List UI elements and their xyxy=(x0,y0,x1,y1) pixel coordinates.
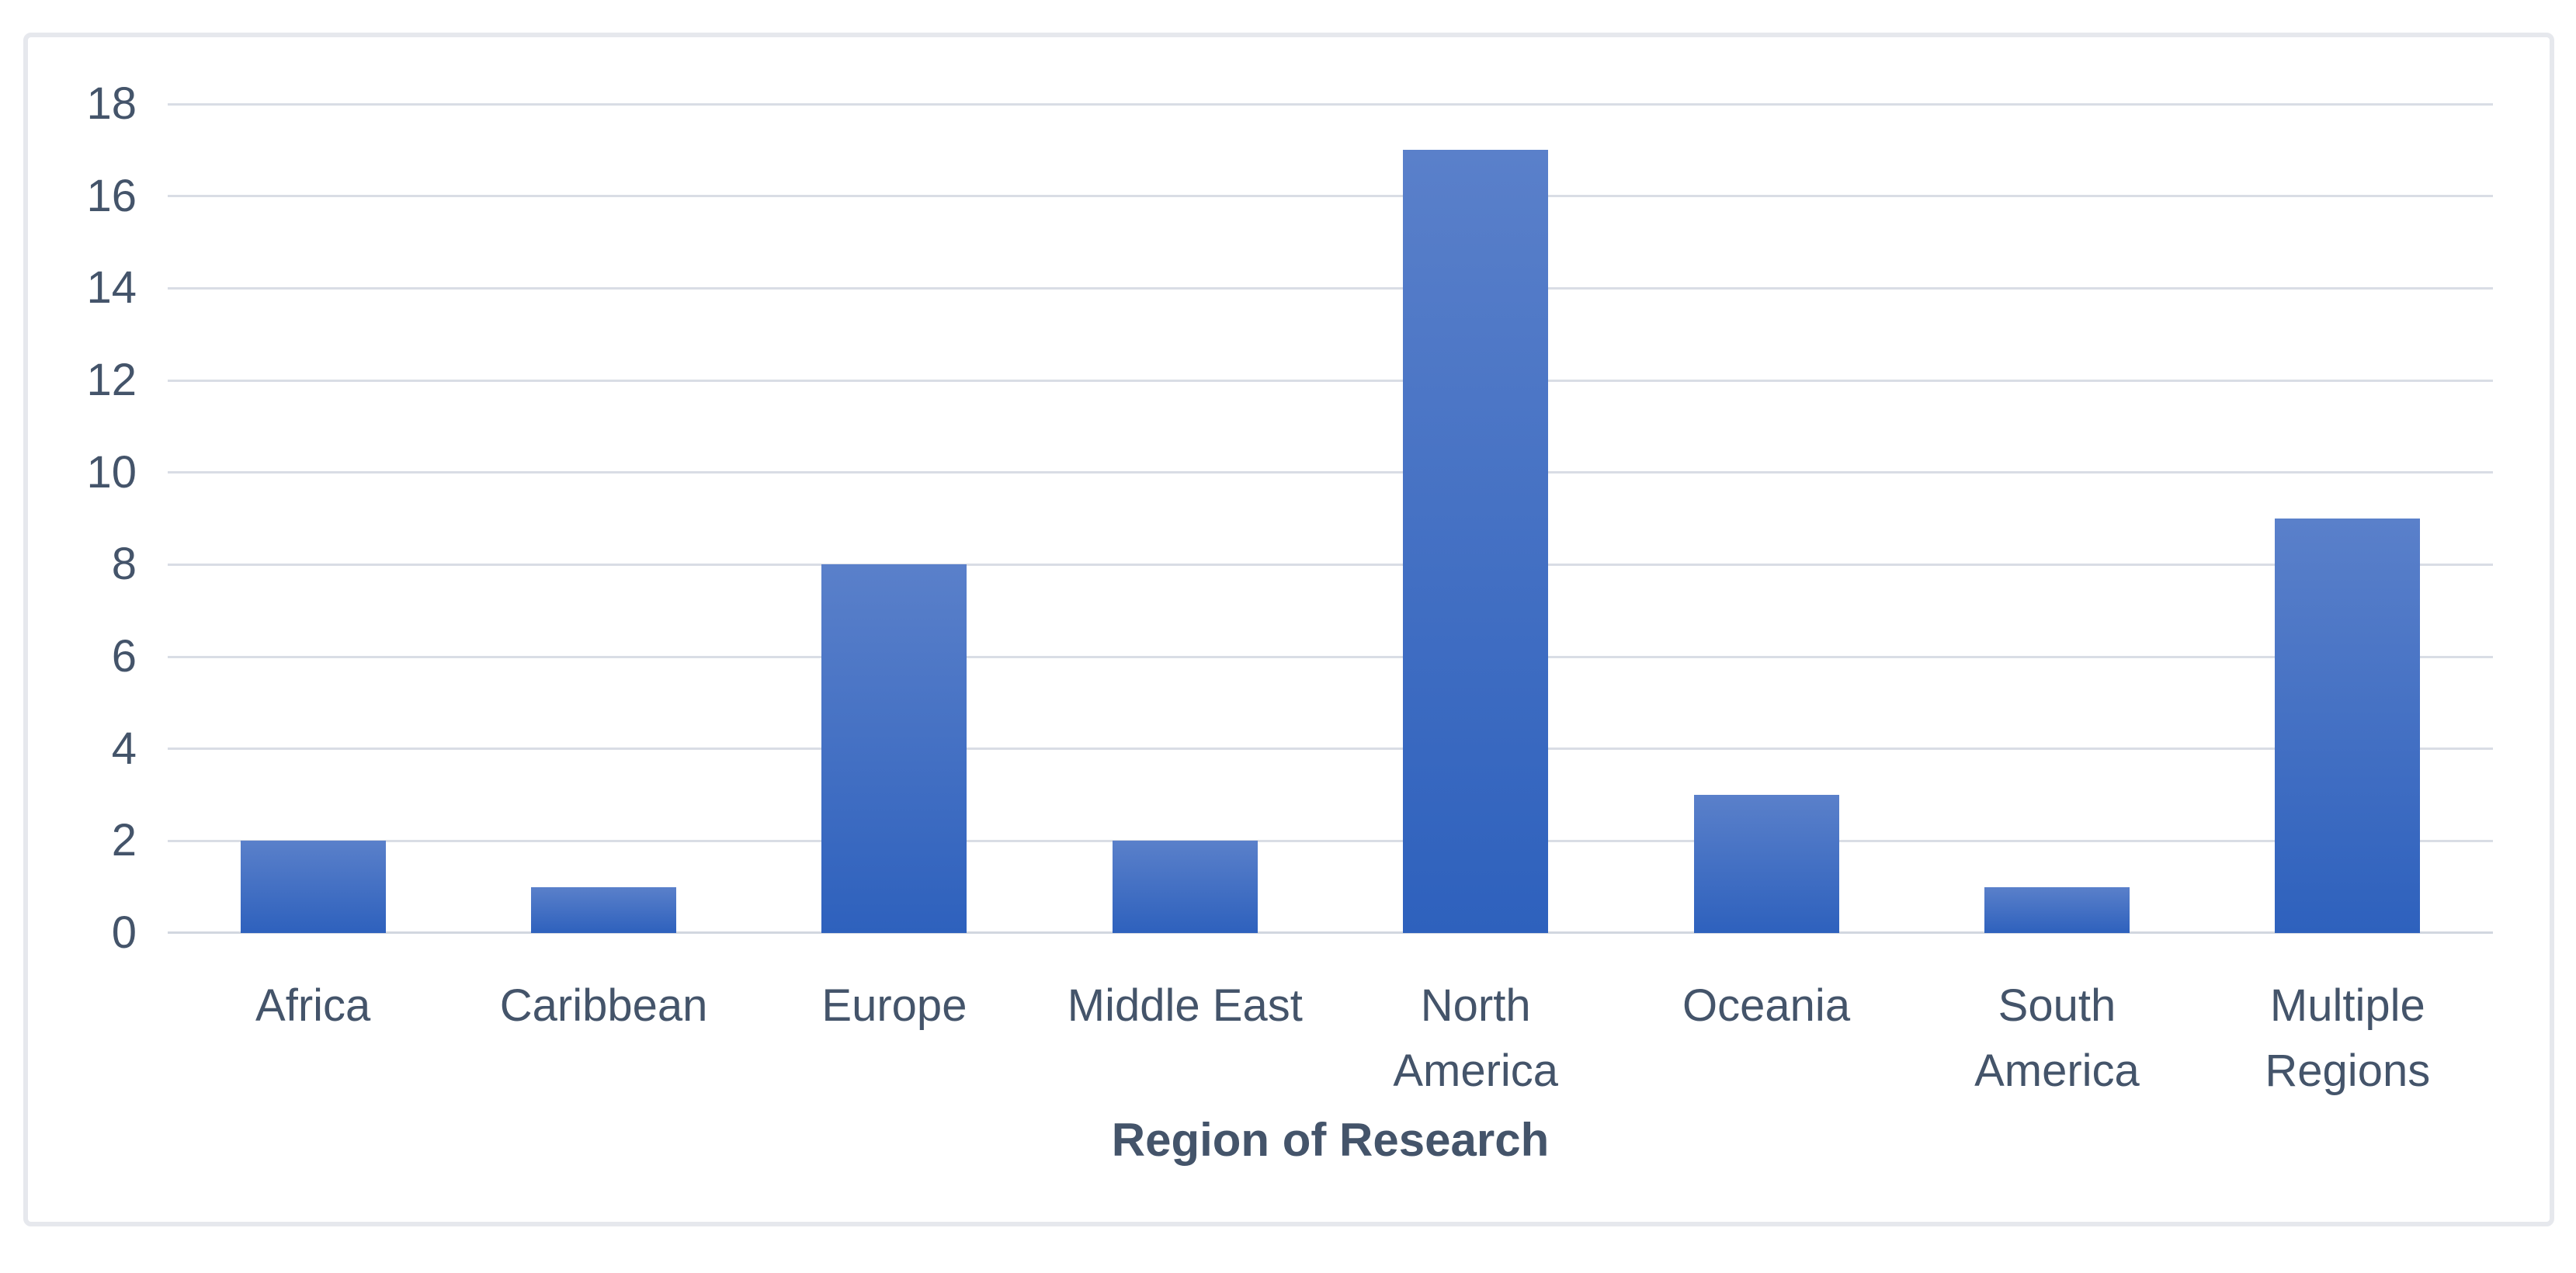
chart-figure: 0 2 4 6 8 10 12 14 16 18 Africa Caribbean Europe Mid… xyxy=(23,33,2554,1226)
bar-oceania xyxy=(1693,795,1839,933)
y-tick-label-14: 14 xyxy=(86,262,137,314)
gridline-10 xyxy=(168,471,2493,474)
y-axis-tick-labels: 0 2 4 6 8 10 12 14 16 18 xyxy=(28,82,137,956)
bar-series xyxy=(168,104,2493,933)
y-tick-label-8: 8 xyxy=(111,539,137,590)
y-tick-label-16: 16 xyxy=(86,170,137,221)
category-label-caribbean: Caribbean xyxy=(499,980,708,1031)
gridline-4 xyxy=(168,747,2493,751)
bar-africa xyxy=(240,841,386,933)
category-label-oceania: Oceania xyxy=(1682,980,1851,1031)
gridline-6 xyxy=(168,655,2493,658)
plot-area xyxy=(168,102,2493,934)
gridline-8 xyxy=(168,563,2493,566)
bar-caribbean xyxy=(531,886,677,933)
y-tick-label-4: 4 xyxy=(111,723,137,774)
x-axis-title: Region of Research xyxy=(1111,1114,1550,1166)
bar-middle-east xyxy=(1112,841,1258,933)
bar-north-america xyxy=(1403,150,1549,933)
x-axis-category-labels: Africa Caribbean Europe Middle East North Am… xyxy=(168,973,2493,1129)
gridline-2 xyxy=(168,839,2493,842)
gridline-18 xyxy=(168,102,2493,106)
gridline-14 xyxy=(168,286,2493,290)
y-tick-label-6: 6 xyxy=(111,631,137,682)
bar-south-america xyxy=(1984,886,2130,933)
category-label-middle-east: Middle East xyxy=(1067,980,1303,1031)
y-tick-label-18: 18 xyxy=(86,78,137,129)
category-label-south-america: South America xyxy=(1974,980,2140,1097)
bar-multiple-regions xyxy=(2275,519,2421,933)
category-label-north-america: North America xyxy=(1393,980,1559,1097)
category-label-africa: Africa xyxy=(255,980,371,1031)
bar-europe xyxy=(821,564,967,933)
y-tick-label-2: 2 xyxy=(111,815,137,866)
category-label-europe: Europe xyxy=(821,980,967,1031)
y-tick-label-12: 12 xyxy=(86,355,137,405)
gridline-16 xyxy=(168,195,2493,198)
gridline-12 xyxy=(168,379,2493,382)
x-axis-line xyxy=(168,931,2493,934)
y-tick-label-10: 10 xyxy=(86,446,137,498)
category-label-multiple-regions: Multiple Regions xyxy=(2265,980,2431,1097)
y-tick-label-0: 0 xyxy=(111,907,137,958)
